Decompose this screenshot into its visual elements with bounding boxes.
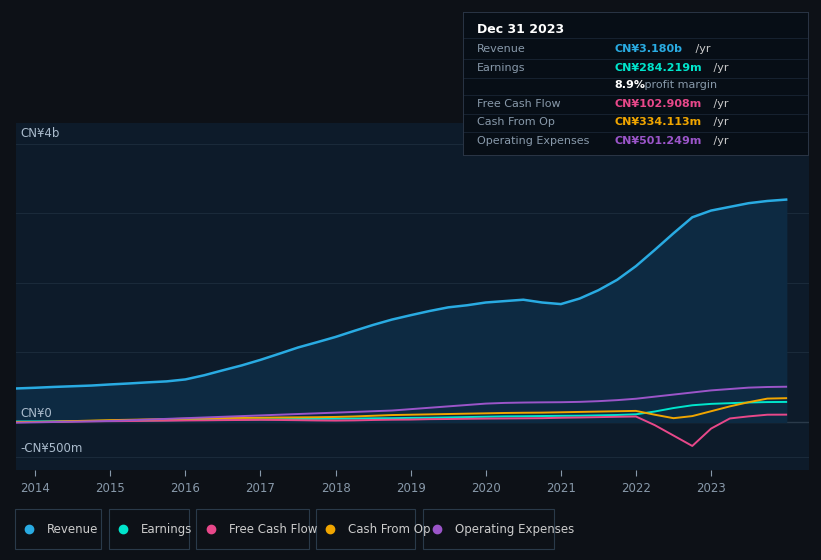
Text: CN¥501.249m: CN¥501.249m: [615, 136, 702, 146]
Text: CN¥284.219m: CN¥284.219m: [615, 63, 703, 73]
FancyBboxPatch shape: [316, 509, 415, 549]
Text: /yr: /yr: [709, 99, 728, 109]
Text: Dec 31 2023: Dec 31 2023: [477, 23, 564, 36]
FancyBboxPatch shape: [423, 509, 554, 549]
Text: /yr: /yr: [709, 117, 728, 127]
Text: profit margin: profit margin: [640, 80, 717, 90]
Text: Earnings: Earnings: [477, 63, 525, 73]
Text: Operating Expenses: Operating Expenses: [477, 136, 589, 146]
Text: CN¥334.113m: CN¥334.113m: [615, 117, 702, 127]
FancyBboxPatch shape: [196, 509, 309, 549]
Text: Earnings: Earnings: [140, 522, 192, 536]
Text: CN¥0: CN¥0: [21, 408, 52, 421]
Text: /yr: /yr: [709, 136, 728, 146]
Text: CN¥4b: CN¥4b: [21, 127, 60, 140]
Text: Free Cash Flow: Free Cash Flow: [228, 522, 317, 536]
FancyBboxPatch shape: [108, 509, 189, 549]
FancyBboxPatch shape: [15, 509, 101, 549]
Text: CN¥102.908m: CN¥102.908m: [615, 99, 702, 109]
Text: Operating Expenses: Operating Expenses: [455, 522, 575, 536]
Text: Cash From Op: Cash From Op: [477, 117, 555, 127]
Text: Free Cash Flow: Free Cash Flow: [477, 99, 561, 109]
Text: Revenue: Revenue: [47, 522, 98, 536]
Text: 8.9%: 8.9%: [615, 80, 646, 90]
Text: Cash From Op: Cash From Op: [348, 522, 431, 536]
Text: Revenue: Revenue: [477, 44, 525, 54]
Text: /yr: /yr: [709, 63, 728, 73]
Text: /yr: /yr: [692, 44, 711, 54]
Text: -CN¥500m: -CN¥500m: [21, 442, 83, 455]
Text: CN¥3.180b: CN¥3.180b: [615, 44, 683, 54]
